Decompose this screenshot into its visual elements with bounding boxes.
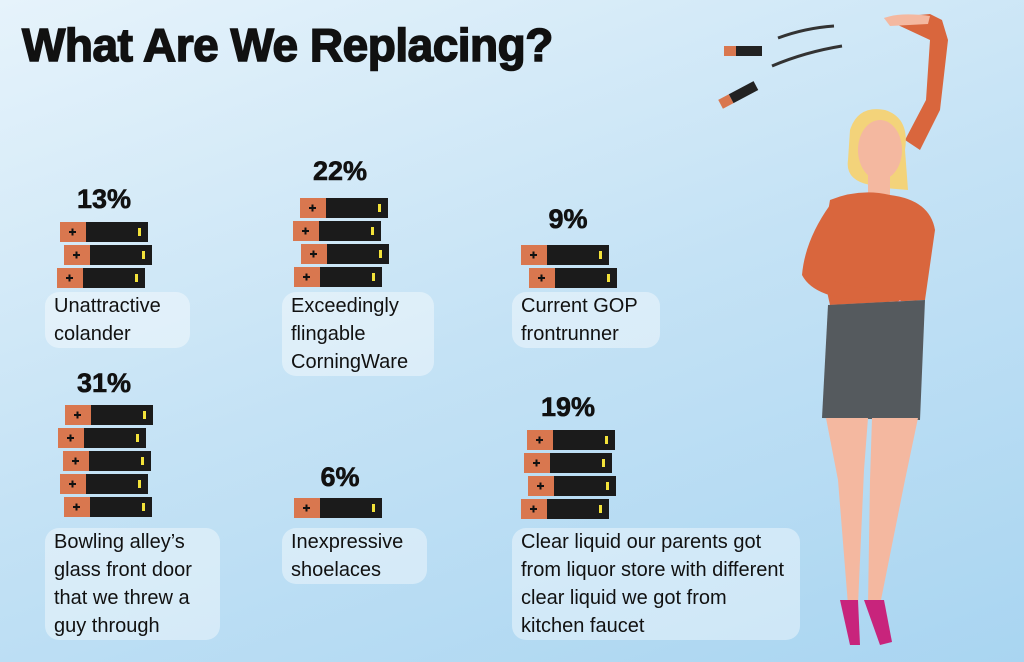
battery-mark [606,482,609,490]
value-label: 6% [320,462,360,493]
battery-body [90,497,152,517]
value-label: 9% [548,204,588,235]
battery-mark [372,273,375,281]
battery-stack [521,245,617,288]
category-label: Inexpressive shoelaces [282,528,427,584]
battery-body [327,244,389,264]
battery-mark [138,228,141,236]
battery-mark [138,480,141,488]
battery-plus [66,274,73,282]
battery-plus [67,434,74,442]
battery-mark [599,251,602,259]
battery-plus [69,228,76,236]
battery-plus [74,411,81,419]
value-label: 19% [540,392,596,423]
battery-body [555,268,617,288]
battery-mark [371,227,374,235]
battery-mark [605,436,608,444]
battery-body [553,430,615,450]
battery-stack [57,222,152,288]
battery-mark [378,204,381,212]
battery-plus [533,459,540,467]
battery-plus [309,204,316,212]
battery-body [326,198,388,218]
battery-body [550,453,612,473]
battery-body [319,221,381,241]
battery-plus [537,482,544,490]
battery-mark [602,459,605,467]
battery-stack [294,498,382,518]
battery-plus [536,436,543,444]
battery-body [89,451,151,471]
battery-plus [73,251,80,259]
battery-body [320,498,382,518]
battery-mark [142,251,145,259]
battery-plus [310,250,317,258]
battery-mark [141,457,144,465]
battery-stack [293,198,389,287]
chart-title: What Are We Replacing? [21,18,554,72]
battery-body [547,499,609,519]
battery-body [320,267,382,287]
category-label: Exceedingly flingable CorningWare [282,292,434,376]
battery-mark [599,505,602,513]
battery-mark [607,274,610,282]
battery-mark [143,411,146,419]
battery-mark [135,274,138,282]
value-label: 22% [312,156,368,187]
battery-plus [538,274,545,282]
battery-plus [72,457,79,465]
battery-body [547,245,609,265]
battery-plus [303,273,310,281]
battery-mark [142,503,145,511]
battery-plus [530,505,537,513]
value-label: 31% [76,368,132,399]
battery-stack [58,405,153,517]
battery-mark [136,434,139,442]
battery-mark [372,504,375,512]
battery-body [86,222,148,242]
value-label: 13% [76,184,132,215]
battery-body [90,245,152,265]
battery-plus [73,503,80,511]
battery-body [83,268,145,288]
battery-mark [379,250,382,258]
category-label: Clear liquid our parents got from liquor… [512,528,800,640]
battery-plus [302,227,309,235]
category-label: Unattractive colander [45,292,190,348]
battery-stack [521,430,616,519]
category-label: Current GOP frontrunner [512,292,660,348]
flying-batteries [718,24,843,109]
battery-plus [303,504,310,512]
battery-body [84,428,146,448]
battery-plus [530,251,537,259]
woman-illustration [802,14,948,645]
battery-body [554,476,616,496]
battery-body [86,474,148,494]
category-label: Bowling alley’s glass front door that we… [45,528,220,640]
battery-plus [69,480,76,488]
battery-body [91,405,153,425]
